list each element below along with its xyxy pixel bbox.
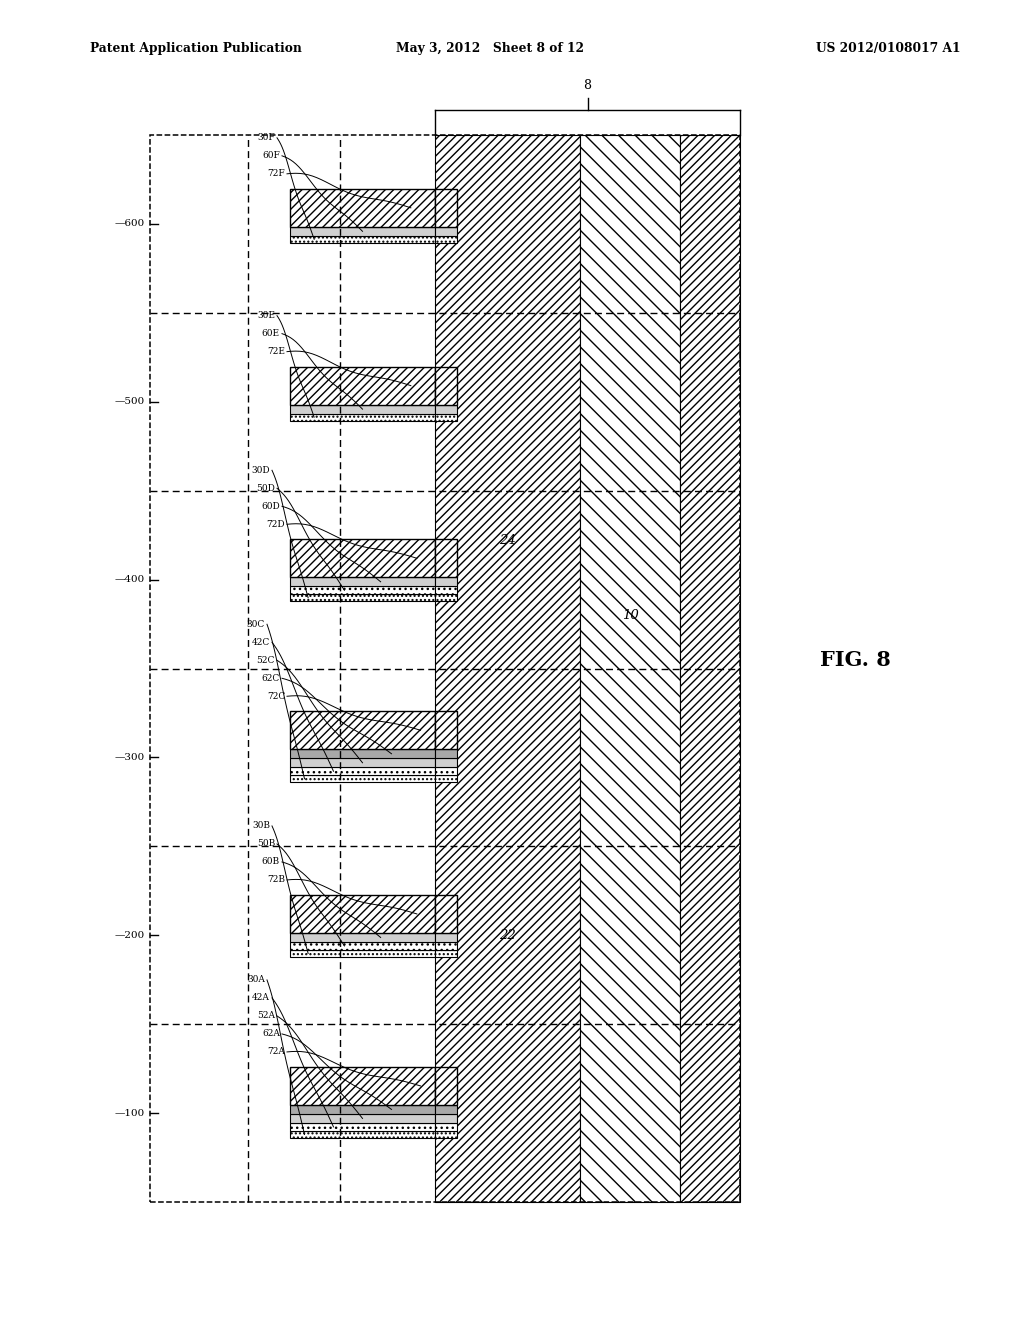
Bar [435, 933, 457, 942]
Text: 60B: 60B [262, 858, 280, 866]
Bar [290, 1067, 435, 1105]
Bar [290, 758, 435, 767]
Text: 30A: 30A [247, 975, 265, 985]
Text: 30D: 30D [251, 466, 270, 475]
Bar [435, 711, 457, 750]
Text: 62C: 62C [262, 673, 280, 682]
Text: —200: —200 [115, 931, 145, 940]
Bar [290, 540, 435, 577]
Text: 62A: 62A [262, 1030, 280, 1039]
Text: 60E: 60E [262, 329, 280, 338]
Text: 30B: 30B [252, 821, 270, 830]
Bar [290, 227, 435, 236]
Text: 42C: 42C [252, 638, 270, 647]
Bar [435, 586, 457, 594]
Bar [290, 236, 435, 243]
Bar [435, 1114, 457, 1123]
Bar [435, 942, 457, 950]
Bar [435, 405, 457, 413]
Bar [290, 594, 435, 602]
Text: 72C: 72C [266, 692, 285, 701]
Text: —500: —500 [115, 397, 145, 407]
Text: 72E: 72E [267, 347, 285, 356]
Bar [435, 227, 457, 236]
Bar [150, 135, 740, 1203]
Text: 10: 10 [622, 609, 638, 622]
Text: 72B: 72B [267, 875, 285, 884]
Bar [435, 950, 457, 957]
Text: 60F: 60F [262, 152, 280, 160]
Bar [435, 767, 457, 775]
Text: 50D: 50D [256, 484, 275, 492]
Bar [290, 189, 435, 227]
Bar [290, 895, 435, 933]
Text: 22: 22 [499, 929, 516, 941]
Text: 30E: 30E [257, 312, 275, 321]
Text: 30C: 30C [247, 620, 265, 628]
Bar [290, 405, 435, 413]
Bar [580, 135, 680, 1203]
Text: 72D: 72D [266, 520, 285, 529]
Bar [290, 367, 435, 405]
Bar [290, 750, 435, 758]
Bar [290, 413, 435, 421]
Bar [290, 577, 435, 586]
Bar [290, 1105, 435, 1114]
Bar [435, 413, 457, 421]
Text: —100: —100 [115, 1109, 145, 1118]
Text: —400: —400 [115, 576, 145, 583]
Bar [290, 767, 435, 775]
Text: FIG. 8: FIG. 8 [819, 649, 891, 671]
Text: 30F: 30F [257, 133, 275, 143]
Bar [290, 950, 435, 957]
Text: 42A: 42A [252, 994, 270, 1002]
Bar [435, 1067, 457, 1105]
Bar [435, 236, 457, 243]
Text: 72A: 72A [267, 1048, 285, 1056]
Bar [435, 135, 580, 1203]
Bar [290, 933, 435, 942]
Bar [290, 1123, 435, 1131]
Text: May 3, 2012   Sheet 8 of 12: May 3, 2012 Sheet 8 of 12 [396, 42, 584, 55]
Bar [435, 758, 457, 767]
Bar [435, 1131, 457, 1138]
Bar [435, 1105, 457, 1114]
Bar [290, 942, 435, 950]
Bar [435, 594, 457, 602]
Text: Patent Application Publication: Patent Application Publication [90, 42, 302, 55]
Bar [680, 135, 740, 1203]
Bar [435, 577, 457, 586]
Text: 50B: 50B [257, 840, 275, 849]
Bar [290, 775, 435, 783]
Bar [435, 775, 457, 783]
Bar [435, 367, 457, 405]
Bar [435, 1123, 457, 1131]
Text: 24: 24 [499, 535, 516, 546]
Bar [435, 750, 457, 758]
Text: 52C: 52C [257, 656, 275, 665]
Text: US 2012/0108017 A1: US 2012/0108017 A1 [815, 42, 961, 55]
Bar [290, 711, 435, 750]
Text: —600: —600 [115, 219, 145, 228]
Text: 72F: 72F [267, 169, 285, 178]
Bar [435, 895, 457, 933]
Bar [290, 1131, 435, 1138]
Text: —300: —300 [115, 752, 145, 762]
Bar [290, 1114, 435, 1123]
Text: 52A: 52A [257, 1011, 275, 1020]
Text: 8: 8 [584, 79, 592, 92]
Bar [435, 189, 457, 227]
Bar [435, 540, 457, 577]
Text: 60D: 60D [261, 502, 280, 511]
Bar [290, 586, 435, 594]
